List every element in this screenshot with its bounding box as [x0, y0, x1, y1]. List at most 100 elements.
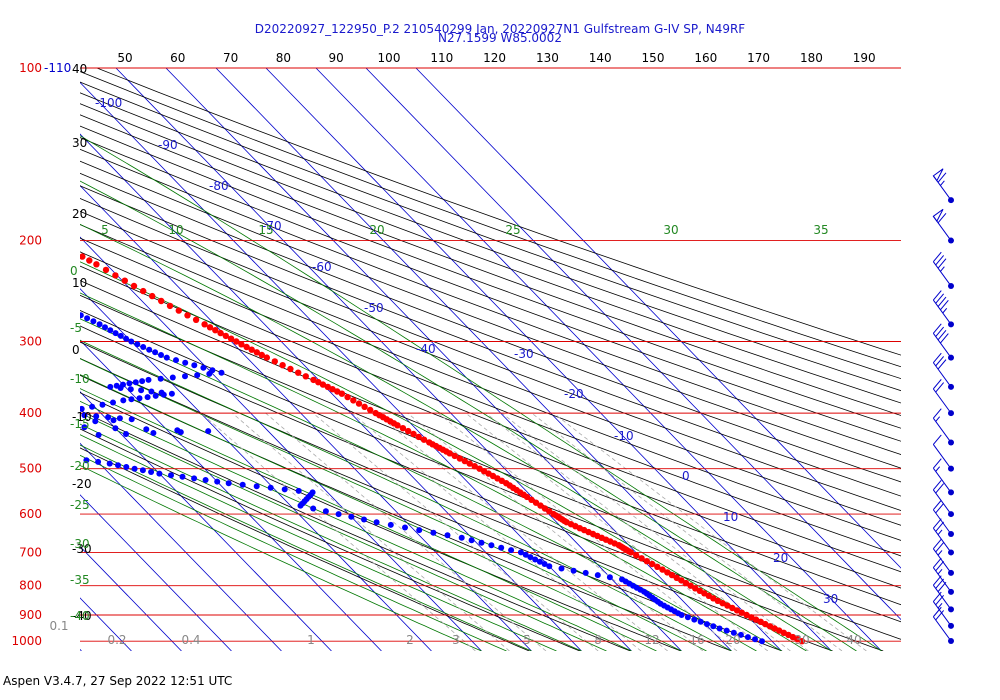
temperature-point [319, 381, 327, 388]
dry-adiabat-line [96, 68, 901, 356]
mixing-ratio-label: 12 [644, 633, 659, 647]
dewpoint-point [744, 634, 751, 641]
wind-barb-staff [932, 333, 952, 358]
footer-version: Aspen V3.4.7, 27 Sep 2022 12:51 UTC [3, 674, 233, 688]
isotherm-label: -10 [614, 429, 634, 443]
dewpoint-point [402, 524, 408, 531]
dewpoint-point [532, 556, 539, 563]
isotherm-line [80, 648, 82, 651]
pressure-label: 300 [19, 335, 42, 349]
temperature-point [648, 560, 656, 568]
top-scale-label: 90 [329, 51, 344, 65]
temperature-point [4, 213, 10, 219]
dewpoint-point [335, 511, 342, 518]
dewpoint-point [7, 272, 13, 278]
temperature-point [724, 602, 731, 609]
dewpoint-point [56, 420, 62, 426]
pressure-label: 1000 [11, 634, 42, 648]
dry-adiabat-line [80, 137, 901, 442]
top-scale-label: 110 [430, 51, 453, 65]
dry-adiabat-line [80, 224, 901, 541]
wind-barb-halfflag [937, 568, 943, 575]
dewpoint-point [570, 567, 577, 574]
temperature-point [729, 604, 736, 612]
wind-barb-staff [932, 444, 952, 469]
dewpoint-point [115, 462, 121, 469]
dewpoint-point [90, 318, 97, 325]
dewpoint-point [30, 449, 36, 455]
moist-adiabat-line [80, 454, 507, 651]
temperature-point [654, 563, 661, 570]
dewpoint-point [206, 370, 213, 377]
dewpoint-point [158, 352, 164, 358]
wind-barb-staff [932, 527, 952, 553]
dewpoint-point [146, 346, 153, 353]
dewpoint-point [191, 362, 198, 369]
isotherm-label: -30 [514, 347, 534, 361]
moist-adiabat-line [80, 444, 532, 651]
wind-barb-flag [940, 333, 949, 344]
moist-adiabat-line [80, 180, 857, 651]
temperature-point [201, 321, 208, 328]
temperature-point [47, 235, 53, 241]
temperature-point [93, 261, 100, 268]
dewpoint-point [148, 469, 155, 475]
dewpoint-point [131, 465, 138, 472]
dewpoint-point [65, 306, 71, 312]
temperature-point [43, 233, 49, 239]
mixing-ratio-line [501, 412, 809, 651]
isotherm-line [80, 391, 332, 651]
dewpoint-point [80, 312, 84, 319]
dewpoint-point [89, 403, 96, 410]
dewpoint-point [11, 276, 17, 282]
temperature-point [121, 277, 128, 284]
dewpoint-point [373, 519, 380, 526]
dry-adiabat-line [80, 71, 901, 368]
temperature-point [659, 566, 666, 573]
dewpoint-point [594, 572, 601, 579]
dewpoint-point [19, 283, 25, 289]
wind-barb [932, 290, 954, 328]
dry-adiabat-line [80, 103, 901, 404]
dewpoint-point [517, 549, 524, 556]
isotherm-label: -60 [312, 260, 332, 274]
wind-barb-flag [932, 434, 942, 445]
temperature-point [733, 607, 741, 614]
moist-adiabat-line [80, 339, 732, 651]
dewpoint-point [168, 472, 174, 479]
wind-barb-halfflag [940, 266, 945, 272]
mixing-ratio-line [375, 412, 668, 651]
wind-barb-staff [932, 388, 952, 414]
mixing-ratio-line [437, 412, 738, 651]
temperature-point [166, 302, 174, 310]
dewpoint-point [10, 443, 16, 449]
pressure-label: 700 [19, 545, 42, 559]
moist-adiabat-line [80, 423, 582, 651]
temperature-point [355, 400, 363, 407]
temperature-point [238, 341, 245, 348]
mixing-ratio-label: 40 [846, 633, 861, 647]
moist-adiabat-label: 0 [70, 264, 78, 278]
dewpoint-point [267, 484, 274, 491]
wind-barb-flag [935, 483, 945, 494]
dewpoint-point [177, 429, 184, 436]
moist-adiabat-label: -20 [70, 459, 90, 473]
mixing-ratio-line [312, 412, 599, 651]
dewpoint-point [194, 372, 201, 379]
dewpoint-point [678, 612, 685, 618]
mixing-ratio-line [232, 412, 510, 651]
wind-barb [932, 352, 954, 390]
wind-barb-flag [937, 359, 947, 370]
top-scale-label: 120 [483, 51, 506, 65]
temperature-point [410, 430, 417, 438]
wind-barb [932, 499, 954, 537]
wind-barb-flag [932, 290, 942, 301]
temperature-point [28, 225, 34, 231]
wind-barb-flag [932, 538, 942, 549]
temperature-point [633, 552, 640, 559]
wind-barb-flag [932, 408, 942, 419]
temperature-point [738, 609, 745, 616]
moist-adiabat-line [80, 464, 482, 651]
dewpoint-point [112, 425, 119, 432]
